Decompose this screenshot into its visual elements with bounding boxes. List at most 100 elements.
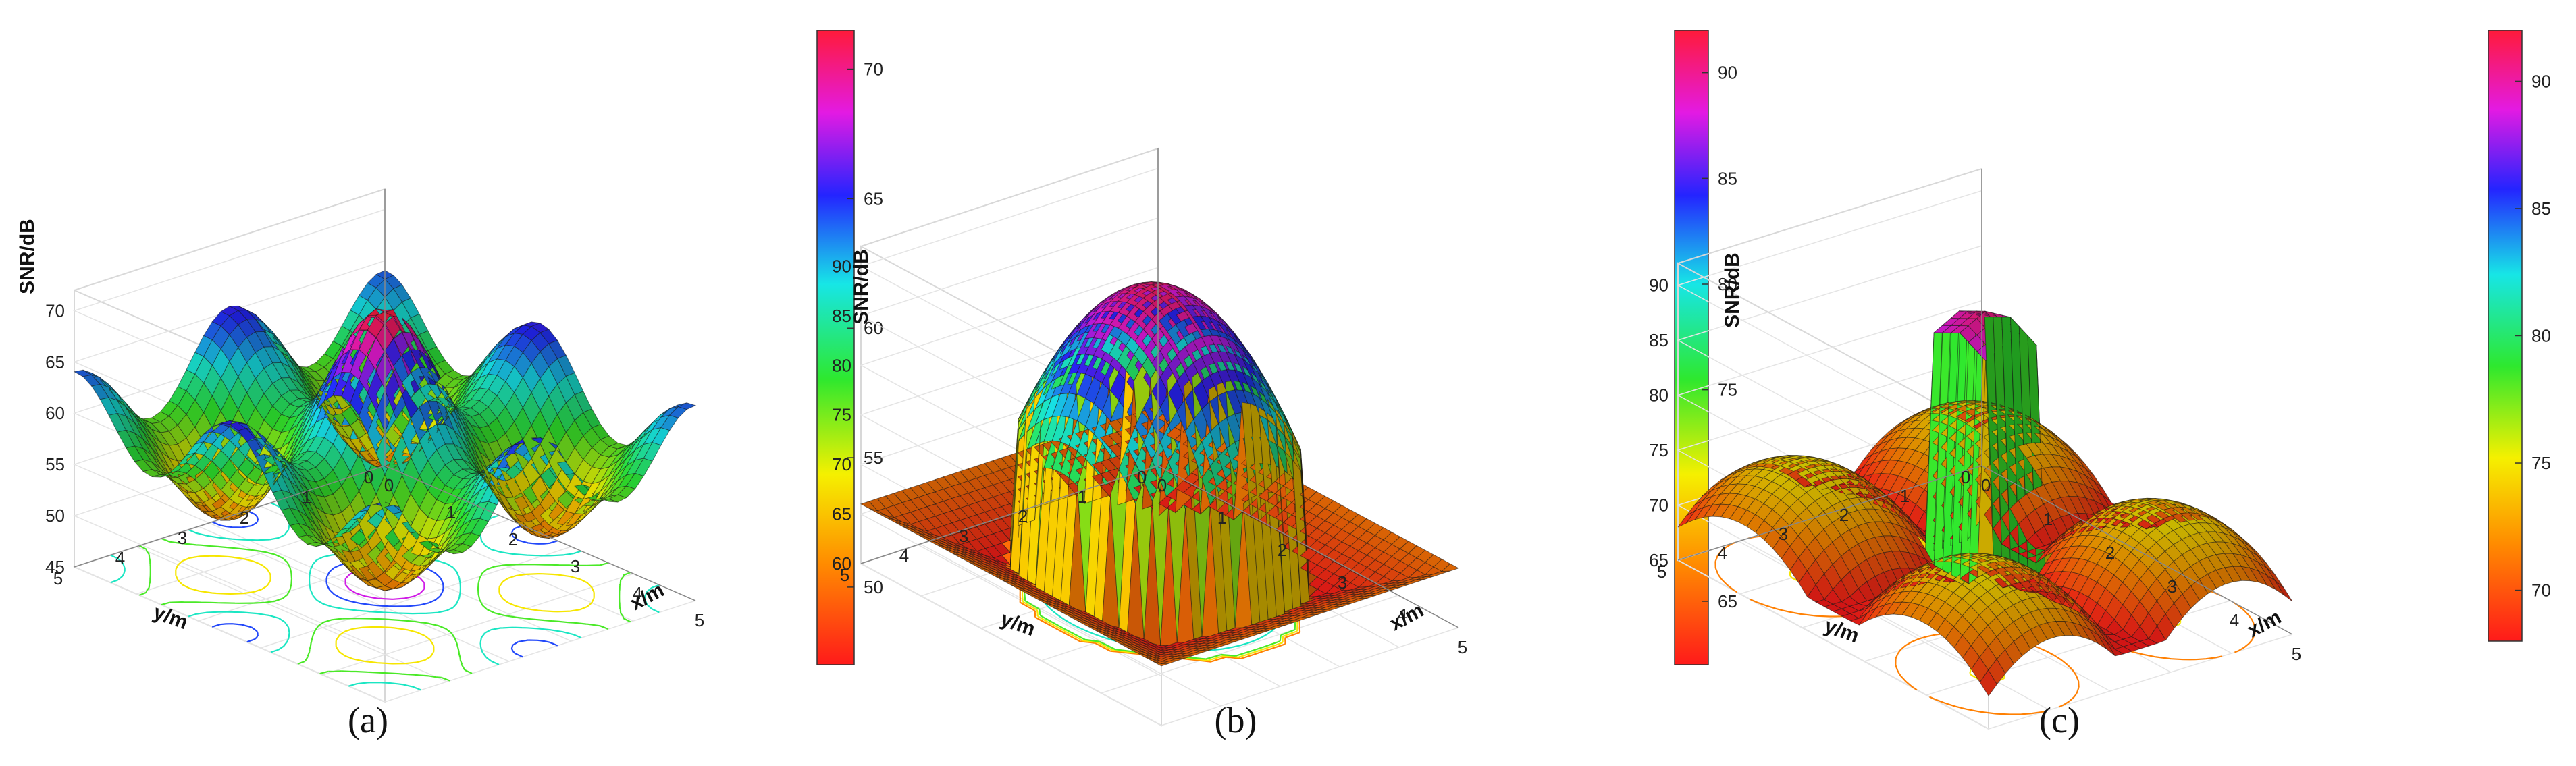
colorbar-tick-label: 65 [864, 188, 883, 209]
surface-patch [1441, 563, 1460, 572]
z-tick-label: 80 [1649, 385, 1668, 406]
colorbar: 70 75 80 85 90 [2488, 30, 2551, 642]
floor-grid-line [136, 546, 448, 682]
z-tick-label: 70 [1649, 495, 1668, 516]
colorbar-tick-label: 60 [864, 318, 883, 338]
z-axis-label: SNR/dB [1721, 252, 1743, 328]
x-tick-label: 4 [2230, 610, 2239, 630]
z-tick-label: 65 [45, 352, 65, 372]
z-tick-label: 70 [45, 300, 65, 321]
x-tick-label: 2 [1278, 540, 1287, 560]
panel-caption: (b) [1215, 700, 1257, 740]
colorbar-tick-label: 90 [2531, 71, 2551, 91]
floor-grid-line [920, 543, 1221, 707]
colorbar-tick-label: 70 [864, 59, 883, 80]
surface-patch [677, 402, 697, 410]
y-tick-label: 4 [115, 548, 125, 568]
surface-plot [1677, 310, 2293, 696]
z-tick-label: 55 [45, 454, 65, 474]
y-tick-label: 4 [1718, 543, 1727, 563]
z-tick-label: 60 [832, 553, 851, 574]
colorbar-tick-label: 90 [1718, 63, 1737, 83]
colorbar-tick-label: 75 [2531, 453, 2551, 473]
colorbar-tick-label: 85 [2531, 198, 2551, 219]
x-axis-line [384, 465, 696, 601]
z-tick-label: 65 [832, 504, 851, 524]
floor-grid-line [322, 573, 634, 676]
y-tick-label: 3 [959, 526, 968, 546]
colorbar-tick-label: 65 [1718, 591, 1737, 611]
surface-plot [860, 281, 1460, 667]
z-tick-label: 90 [1649, 275, 1668, 296]
x-tick-label: 3 [571, 556, 580, 576]
y-axis-label: y/m [998, 608, 1039, 641]
z-axis-label: SNR/dB [850, 249, 872, 325]
x-tick-label: 4 [1398, 605, 1407, 625]
x-tick-label: 1 [1217, 508, 1227, 528]
y-axis-line [860, 465, 1159, 564]
y-tick-label: 3 [1779, 524, 1788, 544]
contour-line [211, 510, 558, 658]
floor-grid-line [1161, 627, 1459, 726]
y-tick-label: 5 [840, 565, 849, 585]
x-tick-label: 0 [384, 475, 394, 495]
z-tick-label: 75 [832, 405, 851, 425]
panel-caption: (a) [348, 700, 388, 740]
y-axis-label: y/m [151, 601, 191, 634]
x-tick-label: 2 [2105, 543, 2115, 563]
colorbar-tick-label: 80 [2531, 326, 2551, 346]
floor-grid-line [384, 600, 696, 703]
x-tick-label: 1 [2043, 509, 2053, 529]
x-axis-label: x/m [1386, 599, 1427, 635]
colorbar-gradient [816, 30, 855, 665]
y-tick-label: 2 [1018, 506, 1028, 526]
x-axis-line [1157, 465, 1459, 628]
z-tick-label: 90 [832, 256, 851, 276]
y-tick-label: 4 [899, 545, 909, 566]
z-tick-label: 80 [832, 355, 851, 375]
x-tick-label: 0 [1157, 475, 1167, 495]
z-tick-label: 60 [45, 403, 65, 423]
z-tick-label: 85 [832, 306, 851, 326]
y-tick-label: 0 [1961, 467, 1970, 487]
y-tick-label: 1 [1900, 486, 1910, 506]
floor-grid-line [198, 526, 510, 662]
z-tick-label: 50 [45, 505, 65, 526]
y-tick-label: 0 [364, 467, 373, 487]
x-tick-label: 2 [508, 529, 518, 549]
x-tick-label: 1 [446, 502, 456, 522]
panel-c: 65 70 75 80 85 90 0 1 2 3 4 5 0 1 2 3 4 5 70 75 80 85 90 SNR/… [1649, 30, 2551, 740]
floor-grid-line [1988, 634, 2293, 730]
x-tick-label: 5 [1458, 637, 1467, 657]
x-tick-label: 0 [1981, 475, 1991, 495]
x-tick-label: 3 [1338, 572, 1347, 593]
colorbar-tick-label: 75 [1718, 380, 1737, 400]
x-tick-label: 5 [2292, 644, 2301, 664]
y-tick-label: 1 [302, 487, 311, 508]
x-tick-label: 3 [2167, 576, 2177, 597]
x-tick-label: 4 [633, 583, 642, 603]
surface-plot [73, 270, 697, 591]
colorbar-tick-label: 85 [1718, 168, 1737, 188]
colorbar-tick-label: 50 [864, 577, 883, 597]
z-tick-label: 45 [45, 557, 65, 577]
y-tick-label: 2 [240, 508, 249, 528]
y-tick-label: 3 [178, 528, 187, 548]
floor-grid-line [1101, 595, 1399, 694]
y-tick-label: 2 [1839, 505, 1849, 525]
colorbar-tick-label: 70 [2531, 580, 2551, 601]
panel-caption: (c) [2039, 700, 2080, 740]
z-tick-label: 70 [832, 454, 851, 474]
wall-grid-line [1677, 190, 1989, 455]
z-tick-label: 85 [1649, 330, 1668, 350]
y-axis-line [74, 465, 386, 568]
y-tick-label: 5 [53, 568, 63, 589]
z-tick-label: 75 [1649, 440, 1668, 460]
